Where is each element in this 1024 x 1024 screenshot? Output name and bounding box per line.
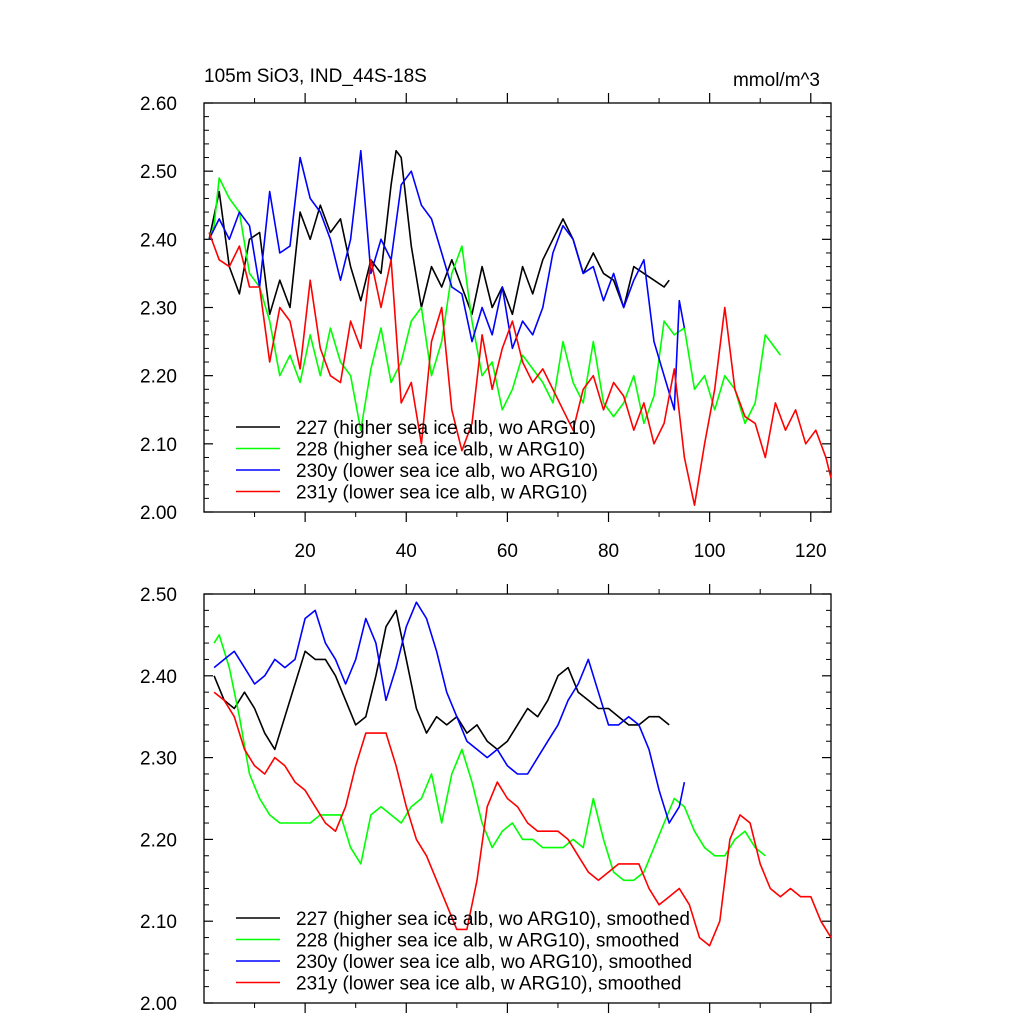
series-line-3 xyxy=(208,232,832,507)
series-line-0 xyxy=(213,609,670,751)
legend-label-3: 231y (lower sea ice alb, w ARG10) xyxy=(296,483,587,504)
y-tick-label: 2.10 xyxy=(140,912,177,933)
x-tick-label: 100 xyxy=(694,541,726,562)
y-tick-label: 2.60 xyxy=(140,94,177,115)
x-tick-label: 80 xyxy=(598,541,619,562)
series-line-3 xyxy=(213,691,832,947)
bottom-chart-panel: 2.00 2.10 2.20 2.30 2.40 2.50 227 (higher sea … xyxy=(140,584,832,1015)
legend-label-1: 228 (higher sea ice alb, w ARG10), smoot… xyxy=(296,931,679,952)
series-line-1 xyxy=(208,177,782,432)
y-tick-label: 2.40 xyxy=(140,667,177,688)
y-tick-label: 2.50 xyxy=(140,162,177,183)
y-tick-label: 2.00 xyxy=(140,503,177,524)
x-tick-label: 120 xyxy=(795,541,827,562)
x-tick-label: 60 xyxy=(497,541,518,562)
series-line-2 xyxy=(208,149,686,411)
series-line-0 xyxy=(208,149,670,316)
legend-label-0: 227 (higher sea ice alb, wo ARG10), smoo… xyxy=(296,909,690,930)
chart-title: 105m SiO3, IND_44S-18S xyxy=(204,66,427,87)
y-tick-label: 2.20 xyxy=(140,367,177,388)
y-tick-label: 2.40 xyxy=(140,230,177,251)
y-tick-label: 2.30 xyxy=(140,749,177,770)
legend-label-2: 230y (lower sea ice alb, wo ARG10) xyxy=(296,461,598,482)
legend-label-0: 227 (higher sea ice alb, wo ARG10) xyxy=(296,418,596,439)
x-tick-label: 40 xyxy=(396,541,417,562)
top-chart-panel: 2.00 2.10 2.20 2.30 2.40 2.50 2.60 20 40 60 80 100 1… xyxy=(140,93,832,562)
series-line-1 xyxy=(213,634,766,882)
y-tick-label: 2.10 xyxy=(140,435,177,456)
plot-frame xyxy=(203,593,832,1004)
y-tick-label: 2.00 xyxy=(140,994,177,1015)
x-tick-label: 20 xyxy=(295,541,316,562)
legend-label-3: 231y (lower sea ice alb, w ARG10), smoot… xyxy=(296,974,681,995)
legend-label-2: 230y (lower sea ice alb, wo ARG10), smoo… xyxy=(296,952,692,973)
legend-label-1: 228 (higher sea ice alb, w ARG10) xyxy=(296,440,585,461)
y-tick-label: 2.30 xyxy=(140,299,177,320)
y-tick-label: 2.50 xyxy=(140,585,177,606)
series-line-2 xyxy=(213,601,686,824)
chart-units: mmol/m^3 xyxy=(732,70,820,91)
y-tick-label: 2.20 xyxy=(140,830,177,851)
